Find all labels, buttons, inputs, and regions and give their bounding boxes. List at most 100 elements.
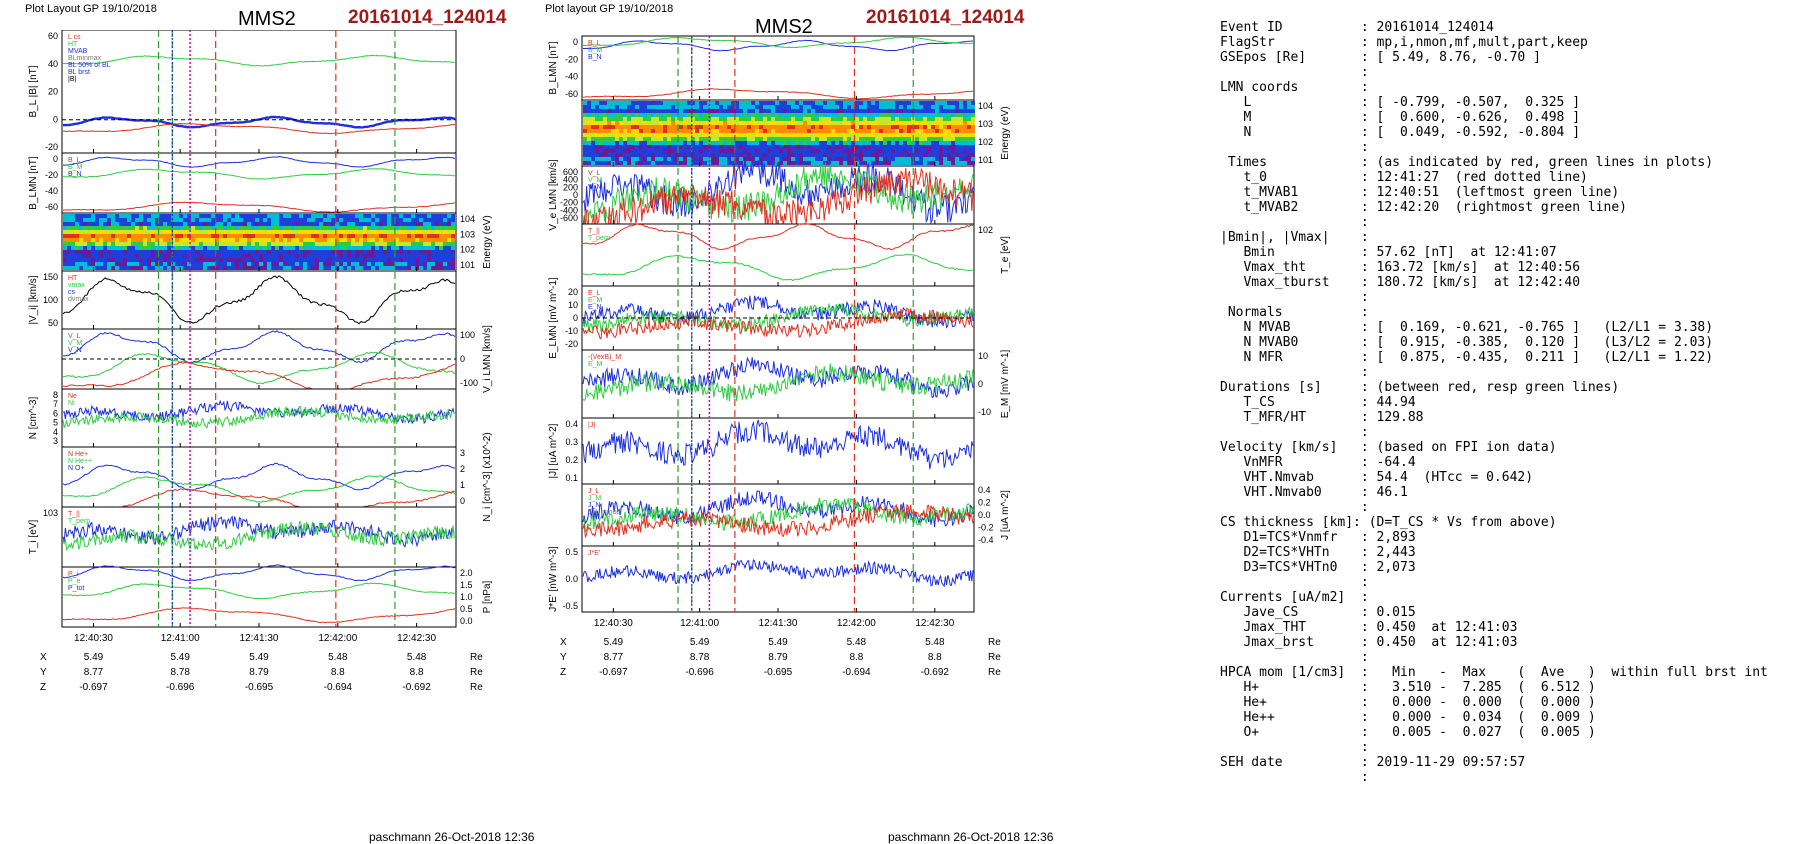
spectrogram-cell bbox=[955, 145, 959, 149]
spectrogram-cell bbox=[851, 109, 855, 113]
spectrogram-cell bbox=[907, 137, 911, 141]
spectrogram-cell bbox=[915, 133, 919, 137]
spectrogram-cell bbox=[663, 161, 667, 165]
spectrogram-cell bbox=[611, 105, 615, 109]
spectrogram-cell bbox=[803, 157, 807, 161]
spectrogram-cell bbox=[407, 266, 411, 270]
spectrogram-cell bbox=[683, 153, 687, 157]
spectrogram-cell bbox=[71, 218, 75, 222]
spectrogram-cell bbox=[447, 242, 451, 246]
spectrogram-cell bbox=[271, 222, 275, 226]
series-te-1 bbox=[582, 253, 974, 282]
y-tick-label: 3 bbox=[460, 448, 465, 458]
y-tick-label: 2 bbox=[460, 464, 465, 474]
spectrogram-cell bbox=[955, 105, 959, 109]
spectrogram-cell bbox=[171, 222, 175, 226]
spectrogram-cell bbox=[831, 149, 835, 153]
spectrogram-cell bbox=[263, 250, 267, 254]
spectrogram-cell bbox=[615, 149, 619, 153]
spectrogram-cell bbox=[619, 117, 623, 121]
spectrogram-cell bbox=[799, 157, 803, 161]
spectrogram-cell bbox=[775, 149, 779, 153]
spectrogram-cell bbox=[651, 113, 655, 117]
spectrogram-cell bbox=[683, 105, 687, 109]
spectrogram-cell bbox=[315, 262, 319, 266]
spectrogram-cell bbox=[715, 133, 719, 137]
spectrogram-cell bbox=[691, 129, 695, 133]
spectrogram-cell bbox=[195, 242, 199, 246]
panel-blmn: 0-20-40-60B_LMN [nT] B_LB_MB_N bbox=[28, 152, 457, 214]
spectrogram-cell bbox=[131, 250, 135, 254]
spectrogram-cell bbox=[671, 137, 675, 141]
spectrogram-cell bbox=[911, 109, 915, 113]
spectrogram-cell bbox=[303, 226, 307, 230]
spectrogram-cell bbox=[291, 218, 295, 222]
spectrogram-cell bbox=[827, 105, 831, 109]
spectrogram-cell bbox=[255, 266, 259, 270]
spectrogram-cell bbox=[763, 121, 767, 125]
spectrogram-cell bbox=[963, 125, 967, 129]
spectrogram-cell bbox=[91, 234, 95, 238]
spectrogram-cell bbox=[419, 242, 423, 246]
spectrogram-cell bbox=[271, 226, 275, 230]
spectrogram-cell bbox=[111, 222, 115, 226]
spectrogram-cell bbox=[595, 137, 599, 141]
spectrogram-cell bbox=[683, 129, 687, 133]
ephem-value: -0.694 bbox=[324, 682, 353, 693]
spectrogram-cell bbox=[727, 149, 731, 153]
spectrogram-cell bbox=[835, 153, 839, 157]
spectrogram-cell bbox=[255, 262, 259, 266]
spectrogram-cell bbox=[959, 133, 963, 137]
spectrogram-cell bbox=[851, 141, 855, 145]
y-axis-label: V_e LMN [km/s] bbox=[548, 159, 559, 230]
spectrogram-cell bbox=[307, 254, 311, 258]
spectrogram-cell bbox=[319, 226, 323, 230]
spectrogram-cell bbox=[75, 250, 79, 254]
spectrogram-cell bbox=[835, 161, 839, 165]
spectrogram-cell bbox=[915, 121, 919, 125]
spectrogram-cell bbox=[323, 234, 327, 238]
spectrogram-cell bbox=[91, 226, 95, 230]
spectrogram-cell bbox=[435, 250, 439, 254]
spectrogram-cell bbox=[755, 117, 759, 121]
spectrogram-cell bbox=[187, 242, 191, 246]
spectrogram-cell bbox=[147, 242, 151, 246]
spectrogram-cell bbox=[875, 133, 879, 137]
spectrogram-cell bbox=[167, 214, 171, 218]
spectrogram-cell bbox=[151, 234, 155, 238]
spectrogram-cell bbox=[335, 234, 339, 238]
spectrogram-cell bbox=[943, 109, 947, 113]
spectrogram-cell bbox=[843, 121, 847, 125]
spectrogram-cell bbox=[607, 129, 611, 133]
ephem-value: 8.8 bbox=[331, 667, 345, 678]
spectrogram-cell bbox=[847, 117, 851, 121]
spectrogram-cell bbox=[187, 262, 191, 266]
spectrogram-cell bbox=[599, 125, 603, 129]
spectrogram-cell bbox=[651, 121, 655, 125]
ephem-unit: Re bbox=[470, 652, 483, 663]
spectrogram-cell bbox=[419, 250, 423, 254]
spectrogram-cell bbox=[431, 214, 435, 218]
spectrogram-cell bbox=[843, 113, 847, 117]
spectrogram-cell bbox=[903, 117, 907, 121]
spectrogram-cell bbox=[107, 246, 111, 250]
spectrogram-cell bbox=[175, 222, 179, 226]
spectrogram-cell bbox=[379, 218, 383, 222]
spectrogram-cell bbox=[83, 230, 87, 234]
ephem-unit: Re bbox=[988, 637, 1001, 648]
spectrogram-cell bbox=[403, 262, 407, 266]
spectrogram-cell bbox=[355, 266, 359, 270]
spectrogram-cell bbox=[839, 141, 843, 145]
spectrogram-cell bbox=[935, 145, 939, 149]
spectrogram-cell bbox=[799, 101, 803, 105]
spectrogram-cell bbox=[447, 218, 451, 222]
spectrogram-cell bbox=[159, 230, 163, 234]
spectrogram-cell bbox=[775, 117, 779, 121]
spectrogram-cell bbox=[907, 129, 911, 133]
spectrogram-cell bbox=[427, 214, 431, 218]
spectrogram-cell bbox=[919, 129, 923, 133]
spectrogram-cell bbox=[311, 234, 315, 238]
spectrogram-cell bbox=[835, 157, 839, 161]
spectrogram-cell bbox=[959, 125, 963, 129]
